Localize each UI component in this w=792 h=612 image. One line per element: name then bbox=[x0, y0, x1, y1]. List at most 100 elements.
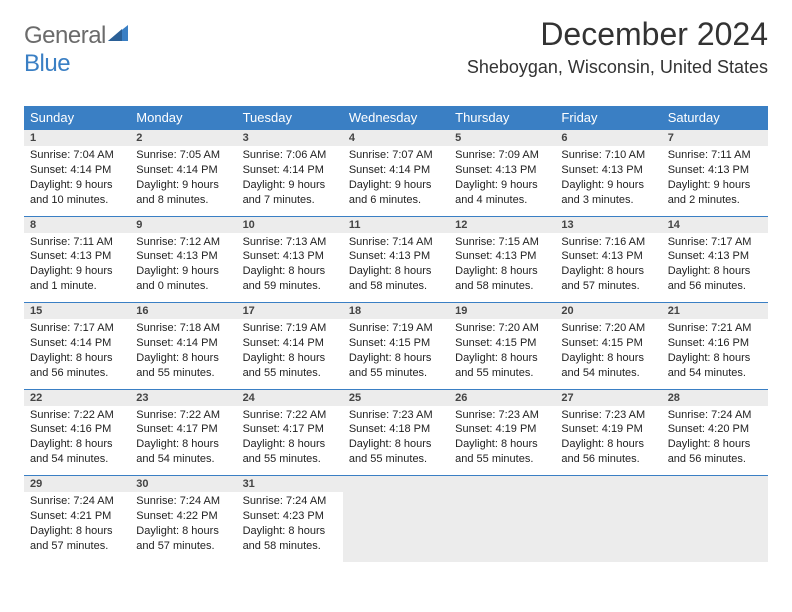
day-cell-details: Sunrise: 7:13 AMSunset: 4:13 PMDaylight:… bbox=[237, 233, 343, 303]
logo-text-blue: Blue bbox=[24, 50, 70, 77]
sunset-line: Sunset: 4:14 PM bbox=[243, 163, 337, 178]
day-cell-details: Sunrise: 7:09 AMSunset: 4:13 PMDaylight:… bbox=[449, 146, 555, 216]
sunset-line: Sunset: 4:13 PM bbox=[561, 249, 655, 264]
day-number: 11 bbox=[343, 217, 449, 233]
day-cell-number: 24 bbox=[237, 389, 343, 406]
day-cell-number: 18 bbox=[343, 303, 449, 320]
day-cell-number: 17 bbox=[237, 303, 343, 320]
day-cell-number: 28 bbox=[662, 389, 768, 406]
day-cell-number: 5 bbox=[449, 130, 555, 147]
sunrise-line: Sunrise: 7:24 AM bbox=[668, 408, 762, 423]
day-cell-number: 14 bbox=[662, 216, 768, 233]
day-number: 17 bbox=[237, 303, 343, 319]
day-number: 22 bbox=[24, 390, 130, 406]
sunset-line: Sunset: 4:13 PM bbox=[561, 163, 655, 178]
sunrise-line: Sunrise: 7:15 AM bbox=[455, 235, 549, 250]
daylight-line: Daylight: 9 hours and 2 minutes. bbox=[668, 178, 762, 208]
day-number: 21 bbox=[662, 303, 768, 319]
day-cell-details: Sunrise: 7:19 AMSunset: 4:15 PMDaylight:… bbox=[343, 319, 449, 389]
day-number: 1 bbox=[24, 130, 130, 146]
daylight-line: Daylight: 8 hours and 57 minutes. bbox=[136, 524, 230, 554]
daylight-line: Daylight: 8 hours and 55 minutes. bbox=[243, 437, 337, 467]
day-cell-number bbox=[662, 476, 768, 493]
sunset-line: Sunset: 4:14 PM bbox=[136, 163, 230, 178]
sunset-line: Sunset: 4:22 PM bbox=[136, 509, 230, 524]
sunrise-line: Sunrise: 7:17 AM bbox=[668, 235, 762, 250]
daylight-line: Daylight: 8 hours and 55 minutes. bbox=[455, 351, 549, 381]
day-cell-details: Sunrise: 7:15 AMSunset: 4:13 PMDaylight:… bbox=[449, 233, 555, 303]
sunrise-line: Sunrise: 7:22 AM bbox=[30, 408, 124, 423]
sunset-line: Sunset: 4:16 PM bbox=[668, 336, 762, 351]
sunset-line: Sunset: 4:13 PM bbox=[30, 249, 124, 264]
day-cell-details bbox=[555, 492, 661, 562]
day-number: 3 bbox=[237, 130, 343, 146]
day-cell-number: 16 bbox=[130, 303, 236, 320]
daylight-line: Daylight: 9 hours and 3 minutes. bbox=[561, 178, 655, 208]
day-number: 16 bbox=[130, 303, 236, 319]
sunset-line: Sunset: 4:13 PM bbox=[455, 249, 549, 264]
sunrise-line: Sunrise: 7:12 AM bbox=[136, 235, 230, 250]
day-number: 29 bbox=[24, 476, 130, 492]
sunrise-line: Sunrise: 7:14 AM bbox=[349, 235, 443, 250]
weekday-header: Tuesday bbox=[237, 106, 343, 130]
logo-text-general: General bbox=[24, 22, 106, 49]
sunset-line: Sunset: 4:13 PM bbox=[455, 163, 549, 178]
sunset-line: Sunset: 4:19 PM bbox=[455, 422, 549, 437]
day-cell-number: 11 bbox=[343, 216, 449, 233]
sunrise-line: Sunrise: 7:17 AM bbox=[30, 321, 124, 336]
daylight-line: Daylight: 8 hours and 56 minutes. bbox=[561, 437, 655, 467]
day-cell-number: 9 bbox=[130, 216, 236, 233]
sunrise-line: Sunrise: 7:06 AM bbox=[243, 148, 337, 163]
sunset-line: Sunset: 4:17 PM bbox=[243, 422, 337, 437]
day-number: 14 bbox=[662, 217, 768, 233]
sunrise-line: Sunrise: 7:10 AM bbox=[561, 148, 655, 163]
sunrise-line: Sunrise: 7:19 AM bbox=[243, 321, 337, 336]
day-cell-number: 10 bbox=[237, 216, 343, 233]
sunrise-line: Sunrise: 7:23 AM bbox=[455, 408, 549, 423]
day-number: 9 bbox=[130, 217, 236, 233]
day-number: 27 bbox=[555, 390, 661, 406]
sunrise-line: Sunrise: 7:13 AM bbox=[243, 235, 337, 250]
daylight-line: Daylight: 8 hours and 55 minutes. bbox=[349, 437, 443, 467]
sunrise-line: Sunrise: 7:16 AM bbox=[561, 235, 655, 250]
day-cell-details: Sunrise: 7:17 AMSunset: 4:13 PMDaylight:… bbox=[662, 233, 768, 303]
sunrise-line: Sunrise: 7:11 AM bbox=[668, 148, 762, 163]
sunrise-line: Sunrise: 7:09 AM bbox=[455, 148, 549, 163]
day-cell-details: Sunrise: 7:10 AMSunset: 4:13 PMDaylight:… bbox=[555, 146, 661, 216]
sunrise-line: Sunrise: 7:07 AM bbox=[349, 148, 443, 163]
sunrise-line: Sunrise: 7:11 AM bbox=[30, 235, 124, 250]
day-number: 30 bbox=[130, 476, 236, 492]
sunset-line: Sunset: 4:15 PM bbox=[455, 336, 549, 351]
sunset-line: Sunset: 4:14 PM bbox=[30, 163, 124, 178]
weekday-header-row: Sunday Monday Tuesday Wednesday Thursday… bbox=[24, 106, 768, 130]
sunrise-line: Sunrise: 7:20 AM bbox=[455, 321, 549, 336]
daynum-row: 15161718192021 bbox=[24, 303, 768, 320]
day-number: 25 bbox=[343, 390, 449, 406]
sunset-line: Sunset: 4:20 PM bbox=[668, 422, 762, 437]
day-cell-number: 29 bbox=[24, 476, 130, 493]
sunset-line: Sunset: 4:15 PM bbox=[561, 336, 655, 351]
daynum-row: 22232425262728 bbox=[24, 389, 768, 406]
sunset-line: Sunset: 4:13 PM bbox=[668, 163, 762, 178]
daylight-line: Daylight: 8 hours and 58 minutes. bbox=[243, 524, 337, 554]
daylight-line: Daylight: 8 hours and 57 minutes. bbox=[561, 264, 655, 294]
day-number: 2 bbox=[130, 130, 236, 146]
sunrise-line: Sunrise: 7:04 AM bbox=[30, 148, 124, 163]
day-cell-number: 30 bbox=[130, 476, 236, 493]
sunset-line: Sunset: 4:23 PM bbox=[243, 509, 337, 524]
day-number: 7 bbox=[662, 130, 768, 146]
daylight-line: Daylight: 8 hours and 56 minutes. bbox=[668, 437, 762, 467]
day-cell-number: 19 bbox=[449, 303, 555, 320]
sunrise-line: Sunrise: 7:19 AM bbox=[349, 321, 443, 336]
day-cell-details: Sunrise: 7:07 AMSunset: 4:14 PMDaylight:… bbox=[343, 146, 449, 216]
day-cell-number bbox=[343, 476, 449, 493]
day-cell-details: Sunrise: 7:23 AMSunset: 4:19 PMDaylight:… bbox=[555, 406, 661, 476]
daylight-line: Daylight: 9 hours and 6 minutes. bbox=[349, 178, 443, 208]
daylight-line: Daylight: 8 hours and 59 minutes. bbox=[243, 264, 337, 294]
weekday-header: Thursday bbox=[449, 106, 555, 130]
day-cell-details: Sunrise: 7:05 AMSunset: 4:14 PMDaylight:… bbox=[130, 146, 236, 216]
weekday-header: Wednesday bbox=[343, 106, 449, 130]
day-number: 6 bbox=[555, 130, 661, 146]
day-number: 24 bbox=[237, 390, 343, 406]
details-row: Sunrise: 7:22 AMSunset: 4:16 PMDaylight:… bbox=[24, 406, 768, 476]
